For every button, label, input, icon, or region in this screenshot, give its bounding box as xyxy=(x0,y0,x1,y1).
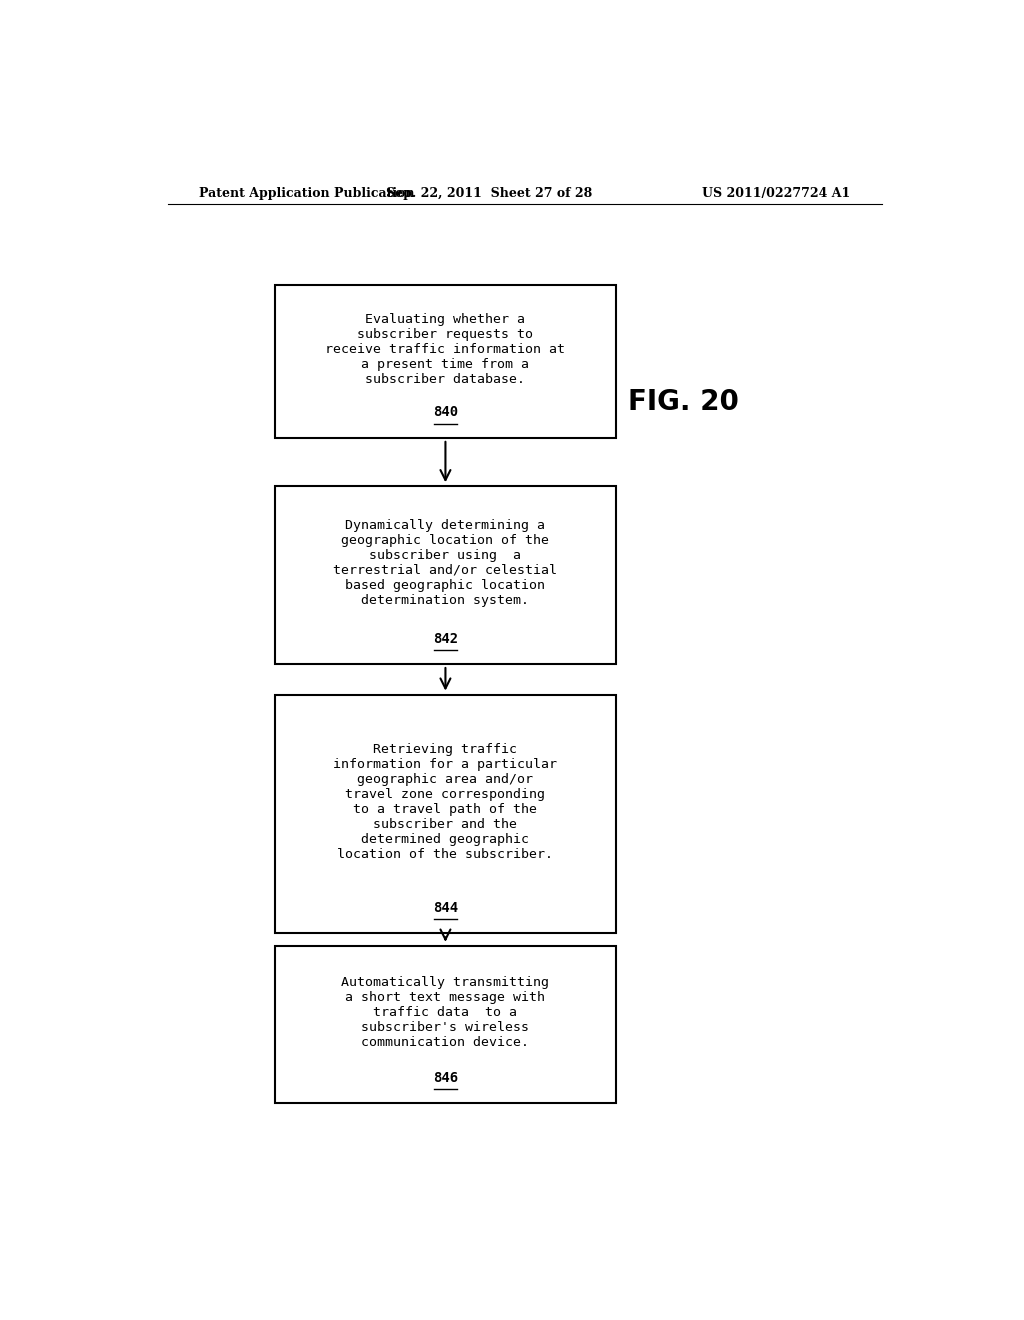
Text: Patent Application Publication: Patent Application Publication xyxy=(200,187,415,201)
Text: US 2011/0227724 A1: US 2011/0227724 A1 xyxy=(701,187,850,201)
Text: 840: 840 xyxy=(433,405,458,420)
FancyBboxPatch shape xyxy=(274,945,616,1104)
Text: Sep. 22, 2011  Sheet 27 of 28: Sep. 22, 2011 Sheet 27 of 28 xyxy=(386,187,592,201)
FancyBboxPatch shape xyxy=(274,285,616,438)
FancyBboxPatch shape xyxy=(274,694,616,933)
Text: Automatically transmitting
a short text message with
traffic data  to a
subscrib: Automatically transmitting a short text … xyxy=(341,975,550,1048)
Text: 844: 844 xyxy=(433,902,458,915)
Text: 846: 846 xyxy=(433,1071,458,1085)
Text: FIG. 20: FIG. 20 xyxy=(628,388,739,416)
Text: Dynamically determining a
geographic location of the
subscriber using  a
terrest: Dynamically determining a geographic loc… xyxy=(334,519,557,607)
Text: Evaluating whether a
subscriber requests to
receive traffic information at
a pre: Evaluating whether a subscriber requests… xyxy=(326,313,565,385)
Text: Retrieving traffic
information for a particular
geographic area and/or
travel zo: Retrieving traffic information for a par… xyxy=(334,743,557,861)
FancyBboxPatch shape xyxy=(274,486,616,664)
Text: 842: 842 xyxy=(433,632,458,645)
